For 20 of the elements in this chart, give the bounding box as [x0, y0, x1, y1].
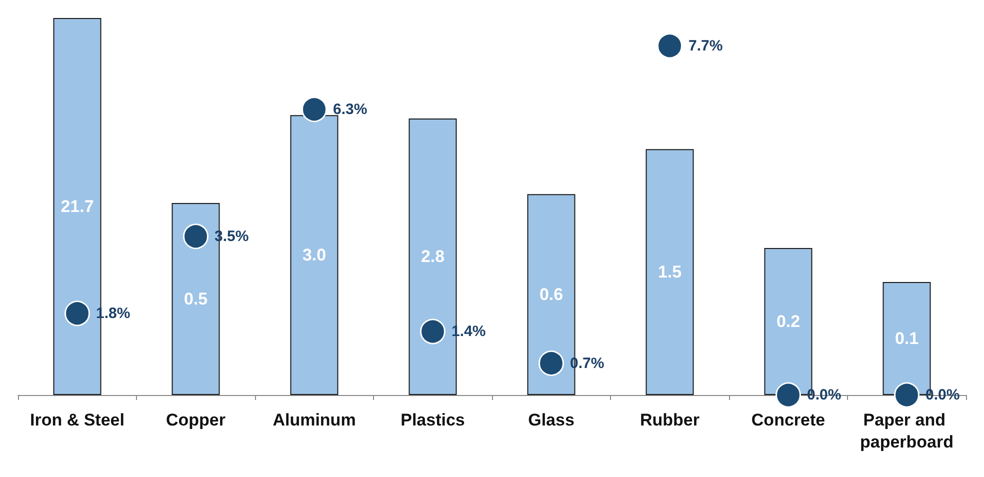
x-tick-label: Concrete	[751, 410, 826, 430]
data-label: 0.5	[184, 290, 208, 309]
x-tick-label: Plastics	[400, 410, 465, 430]
x-tick-label: Aluminum	[272, 410, 356, 430]
data-label: 2.8	[420, 247, 445, 266]
data-label: 21.7	[60, 197, 94, 216]
data-label: 7.7%	[688, 37, 723, 54]
x-tick-label: Copper	[166, 410, 226, 430]
data-label: 1.5	[658, 262, 682, 282]
data-label: 6.3%	[333, 100, 368, 118]
data-label: 0.0%	[807, 386, 842, 404]
data-label: 0.2	[776, 312, 800, 331]
data-label: 0.1	[894, 329, 919, 348]
x-tick-label: Iron & Steel	[30, 410, 124, 430]
data-label: 3.0	[302, 246, 326, 265]
data-label: 0.0%	[926, 386, 960, 404]
x-tick-label: Rubber	[640, 410, 700, 430]
x-tick-label: Paper and paperboard	[860, 410, 954, 452]
x-tick-label: Glass	[528, 410, 574, 430]
data-label: 0.6	[539, 285, 564, 304]
